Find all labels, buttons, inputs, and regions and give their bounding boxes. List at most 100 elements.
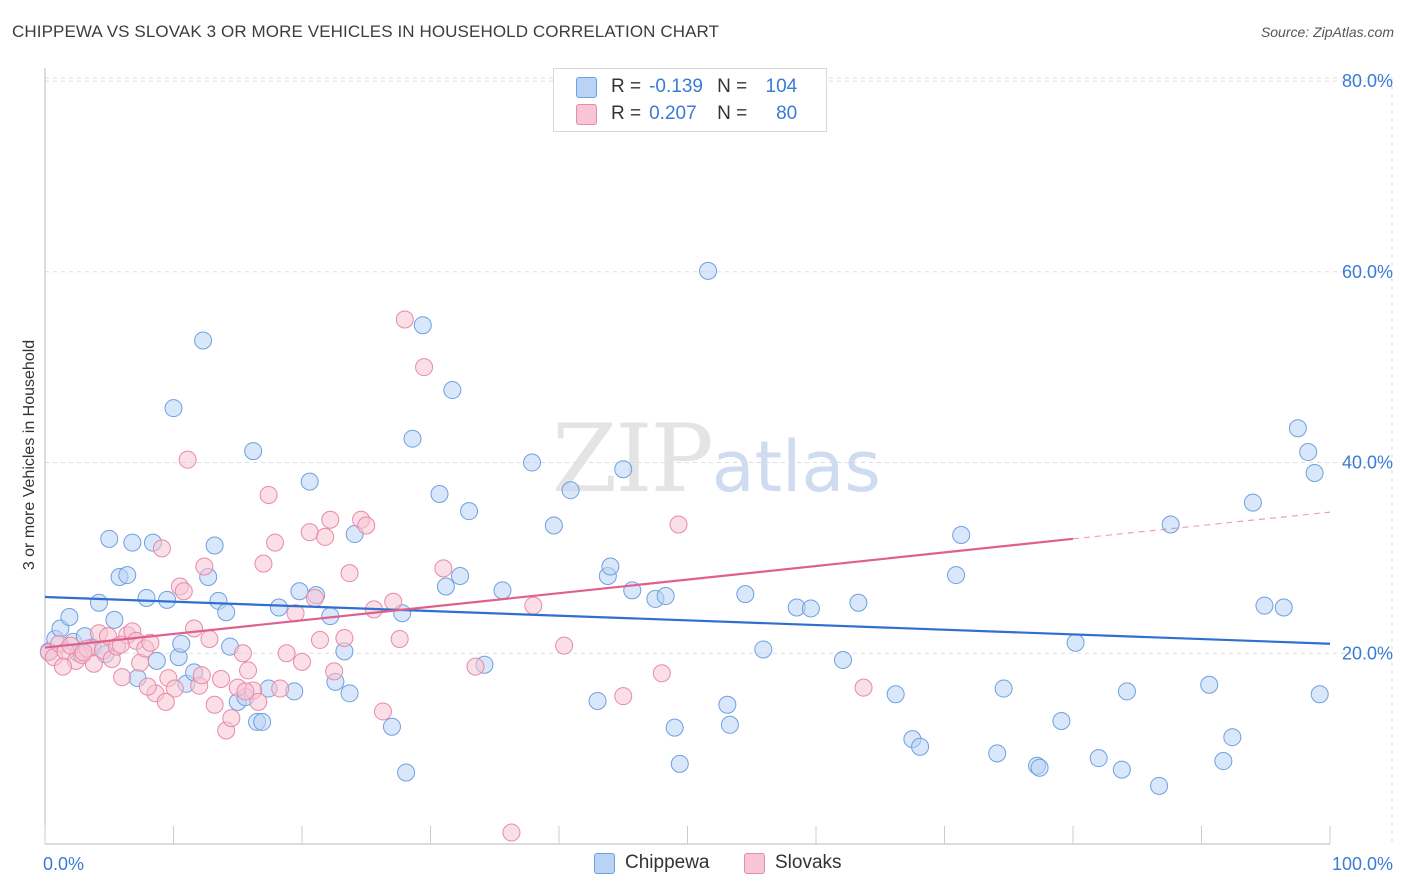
slovaks-point: [669, 515, 688, 534]
slovaks-point: [502, 823, 521, 842]
chippewa-point: [736, 585, 755, 604]
n-label: N =: [717, 103, 748, 124]
watermark: ZIPatlas: [552, 405, 881, 514]
slovaks-point: [138, 677, 157, 696]
slovaks-point: [259, 485, 278, 504]
chippewa-point: [1288, 419, 1307, 438]
slovaks-point: [233, 644, 252, 663]
slovaks-point: [316, 527, 335, 546]
slovaks-point: [156, 692, 175, 711]
slovaks-point: [384, 592, 403, 611]
slovaks-point: [434, 559, 453, 578]
chippewa-point: [413, 316, 432, 335]
chippewa-point: [720, 715, 739, 734]
chippewa-point: [100, 529, 119, 548]
chippewa-point: [253, 712, 272, 731]
slovaks-point: [614, 687, 633, 706]
slovaks-point: [652, 664, 671, 683]
y-tick-label: 20.0%: [1342, 643, 1393, 663]
slovaks-point: [340, 564, 359, 583]
chippewa-point: [988, 744, 1007, 763]
chippewa-point: [523, 453, 542, 472]
chippewa-point: [886, 685, 905, 704]
chippewa-r-value: -0.139: [649, 76, 703, 97]
legend-item-slovaks[interactable]: Slovaks: [744, 852, 842, 874]
chippewa-point: [164, 399, 183, 418]
slovaks-point: [185, 619, 204, 638]
slovaks-n-value: 80: [776, 103, 798, 124]
slovaks-point: [321, 510, 340, 529]
slovaks-point: [293, 652, 311, 671]
chippewa-point: [1089, 749, 1108, 768]
slovaks-point: [266, 533, 285, 552]
n-label: N =: [717, 76, 748, 97]
source-credit[interactable]: Source: ZipAtlas.com: [1260, 24, 1394, 40]
watermark-atlas: atlas: [711, 426, 881, 508]
slovaks-point: [305, 588, 324, 607]
slovaks-point: [192, 666, 211, 685]
slovaks-point: [310, 630, 329, 649]
chippewa-point: [244, 442, 263, 461]
slovaks-point: [335, 629, 354, 648]
chippewa-point: [544, 516, 563, 535]
slovaks-point: [141, 633, 160, 652]
chippewa-point: [118, 566, 137, 585]
chippewa-point: [158, 590, 177, 609]
chippewa-point: [269, 598, 288, 617]
chippewa-point: [665, 718, 684, 737]
watermark-zip: ZIP: [552, 405, 714, 514]
chippewa-point: [397, 763, 416, 782]
slovaks-trend-extension: [1072, 511, 1331, 540]
slovaks-point: [152, 539, 171, 558]
y-tick-label: 60.0%: [1342, 262, 1393, 282]
chippewa-point: [290, 582, 309, 601]
slovaks-point: [271, 679, 290, 698]
slovaks-point: [195, 557, 214, 576]
chippewa-point: [1030, 758, 1049, 777]
chippewa-point: [1243, 493, 1262, 512]
chippewa-point: [300, 472, 319, 491]
chippewa-point: [1112, 760, 1131, 779]
chippewa-point: [1150, 776, 1169, 795]
slovaks-point: [254, 554, 273, 573]
chippewa-point: [340, 684, 359, 703]
slovaks-point: [74, 643, 93, 662]
slovaks-point: [53, 657, 72, 676]
slovaks-legend-swatch: [744, 852, 765, 874]
y-tick-label: 40.0%: [1342, 453, 1393, 473]
slovaks-point: [466, 657, 485, 676]
chippewa-point: [194, 331, 213, 350]
x-tick-label-max: 100.0%: [1332, 854, 1393, 874]
chippewa-point: [947, 566, 966, 585]
chart-title: CHIPPEWA VS SLOVAK 3 OR MORE VEHICLES IN…: [12, 22, 720, 41]
slovaks-point: [357, 516, 376, 535]
chippewa-point: [699, 261, 718, 280]
slovaks-point: [236, 682, 255, 701]
grid-lines: [45, 77, 1393, 844]
slovaks-point: [200, 629, 219, 648]
chippewa-point: [451, 567, 470, 586]
legend-row-slovaks: R = 0.207 N = 80: [576, 102, 797, 126]
r-label: R =: [611, 103, 642, 124]
chippewa-point: [994, 679, 1013, 698]
chippewa-point: [1052, 711, 1071, 730]
slovaks-swatch: [576, 103, 597, 125]
chippewa-point: [205, 536, 224, 555]
chippewa-point: [430, 485, 449, 504]
tick-labels: 20.0% 40.0% 60.0% 80.0% 0.0% 100.0%: [43, 71, 1393, 874]
chippewa-trend-line: [44, 595, 1331, 645]
slovaks-point: [300, 523, 319, 542]
slovaks-point: [239, 661, 258, 680]
chippewa-swatch: [576, 76, 597, 98]
chippewa-point: [952, 526, 971, 545]
slovaks-r-value: 0.207: [649, 103, 697, 124]
legend-item-chippewa[interactable]: Chippewa: [594, 852, 710, 874]
x-tick-label-min: 0.0%: [43, 854, 84, 874]
trend-lines: [44, 511, 1331, 649]
chippewa-point: [60, 608, 79, 627]
chippewa-point: [1214, 752, 1233, 771]
correlation-legend: R = -0.139 N = 104 R = 0.207 N = 80: [553, 68, 827, 132]
slovaks-legend-label: Slovaks: [775, 852, 842, 873]
chippewa-point: [1161, 515, 1180, 534]
